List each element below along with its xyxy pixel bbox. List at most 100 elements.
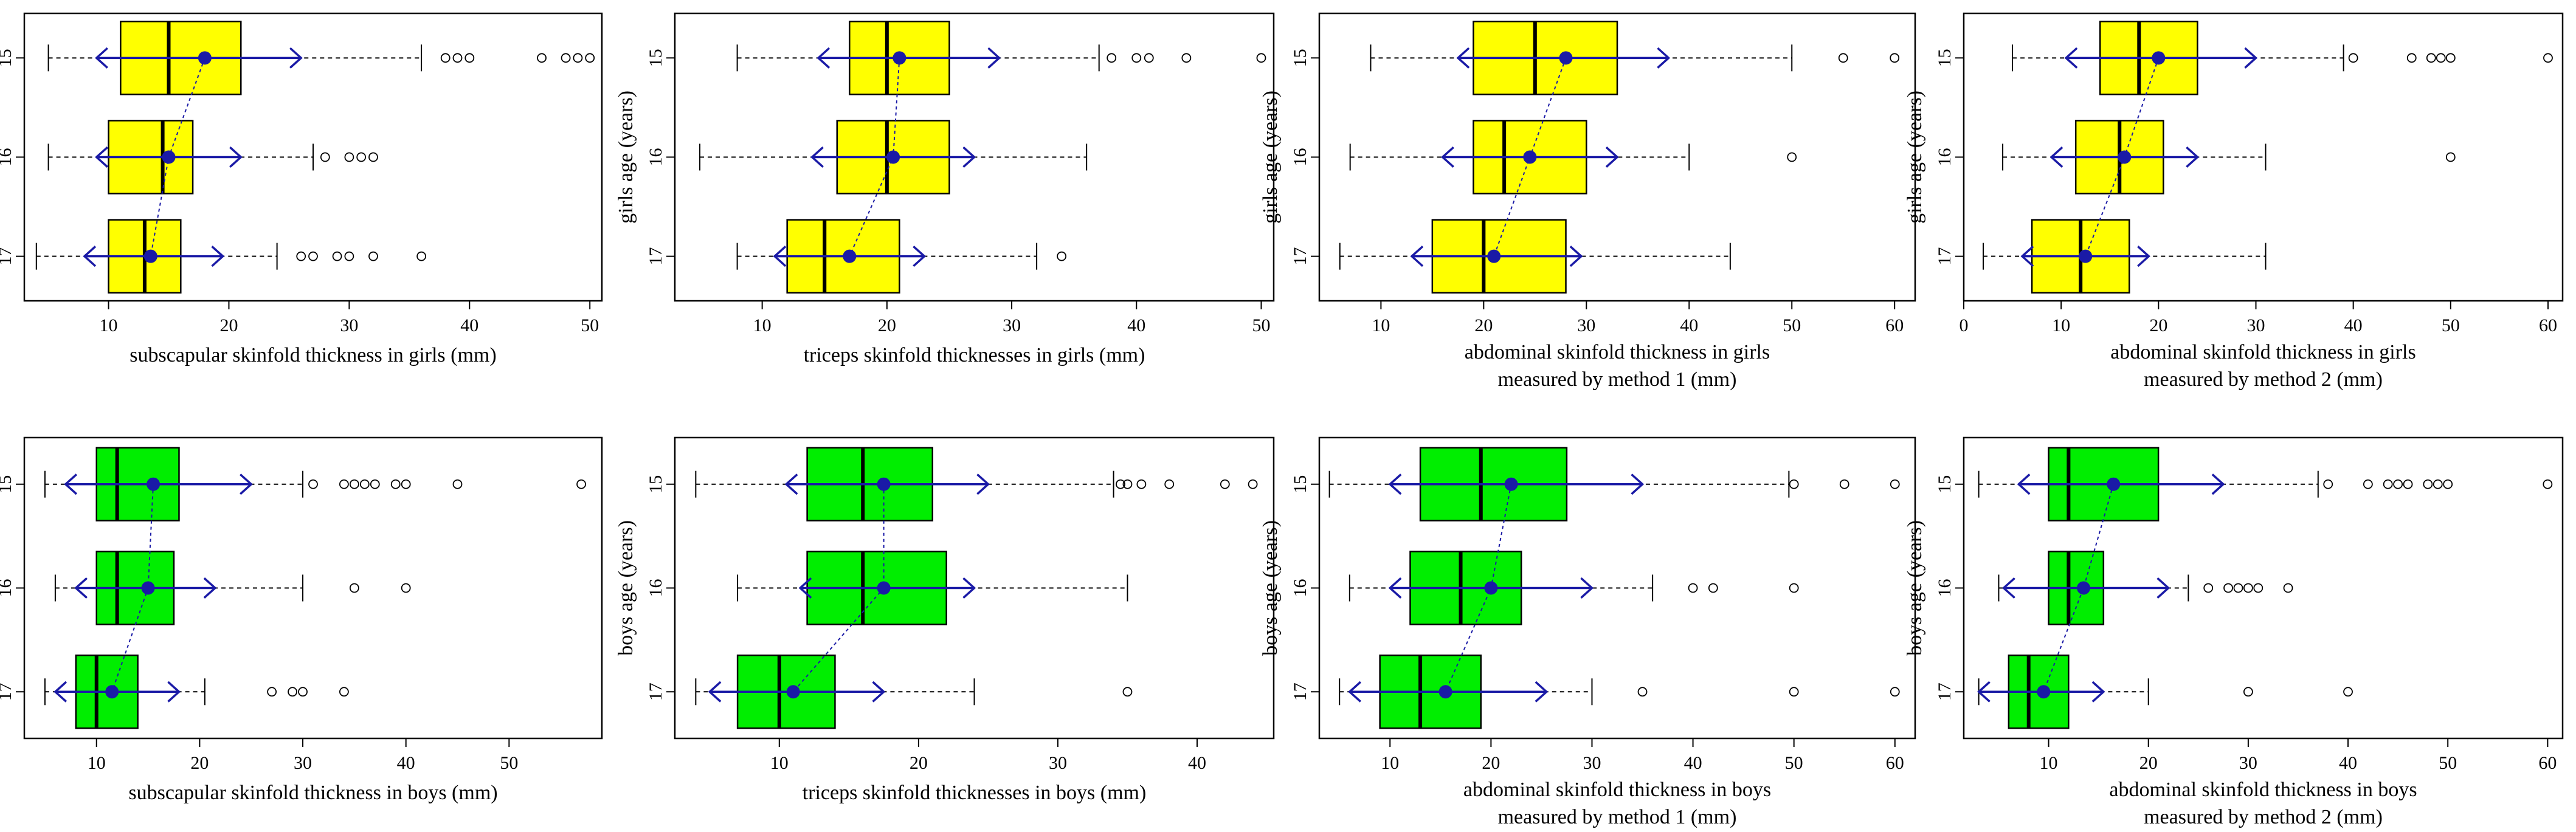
outlier-point <box>308 251 318 261</box>
outlier-point <box>2445 53 2456 63</box>
y-axis-title: girls age (years) <box>1259 91 1282 224</box>
mean-point <box>786 685 800 699</box>
sd-arrow-low <box>2020 246 2034 267</box>
outlier-point <box>370 479 380 489</box>
y-tick-label: 17 <box>646 682 666 701</box>
x-tick-label: 40 <box>460 315 478 335</box>
outlier-point <box>1181 53 1192 63</box>
sd-arrow-low <box>1410 246 1424 267</box>
outlier-point <box>1057 251 1067 261</box>
mean-point <box>143 249 157 263</box>
outlier-point <box>2253 583 2263 593</box>
sd-arrow-high <box>2137 246 2150 267</box>
x-tick-label: 20 <box>219 315 238 335</box>
sd-arrow-low <box>817 47 830 69</box>
sd-arrow-low <box>1977 681 1991 703</box>
outlier-point <box>1890 479 1900 489</box>
sd-arrow-low <box>773 246 787 267</box>
box-group-15 <box>736 21 1266 95</box>
outlier-point <box>464 53 475 63</box>
box-group-17 <box>1339 655 1900 729</box>
outlier-point <box>452 479 463 489</box>
outlier-point <box>1688 583 1698 593</box>
x-tick-label: 10 <box>1381 753 1399 773</box>
outlier-point <box>416 251 427 261</box>
sd-arrow-low <box>54 681 67 703</box>
mean-trend-line <box>1445 484 1512 692</box>
outlier-point <box>344 152 354 162</box>
outlier-point <box>585 53 595 63</box>
x-tick-label: 30 <box>1003 315 1021 335</box>
x-tick-label: 30 <box>1577 315 1595 335</box>
outlier-point <box>349 583 359 593</box>
y-tick-label: 16 <box>646 579 666 597</box>
box-group-17 <box>695 655 1133 729</box>
box-group-15 <box>695 447 1258 521</box>
outlier-point <box>267 687 277 697</box>
outlier-point <box>339 479 349 489</box>
box-group-16 <box>1349 120 1797 194</box>
sd-arrow-low <box>2017 473 2031 495</box>
chart-panel: 10 20 30 40 50 60 15 16 17 abdominal skinfold thi… <box>1904 436 2564 828</box>
y-tick-label: 16 <box>1935 148 1955 167</box>
sd-arrow-low <box>708 681 722 703</box>
sd-arrow-high <box>2211 473 2225 495</box>
sd-arrow-high <box>962 146 976 168</box>
sd-arrow-high <box>1580 577 1594 599</box>
sd-arrow-low <box>95 146 108 168</box>
x-tick-label: 10 <box>1372 315 1390 335</box>
outlier-point <box>1789 687 1799 697</box>
x-axis-title-line2: measured by method 1 (mm) <box>1498 368 1737 391</box>
outlier-point <box>1107 53 1117 63</box>
sd-arrow-high <box>240 473 253 495</box>
outlier-point <box>368 152 378 162</box>
y-tick-label: 15 <box>1935 475 1955 493</box>
sd-arrow-high <box>2244 47 2258 69</box>
x-tick-label: 30 <box>340 315 358 335</box>
x-axis-title-line2: measured by method 1 (mm) <box>1498 806 1737 828</box>
outlier-point <box>2436 53 2446 63</box>
outlier-point <box>2403 479 2413 489</box>
x-tick-label: 40 <box>1680 315 1698 335</box>
x-tick-label: 30 <box>294 753 312 773</box>
box-group-16 <box>47 120 378 194</box>
box-group-17 <box>44 655 349 729</box>
mean-trend-line <box>849 58 900 257</box>
outlier-point <box>1164 479 1175 489</box>
outlier-point <box>537 53 547 63</box>
sd-arrow-low <box>784 473 798 495</box>
chart-panel: 10 20 30 40 15 16 17 triceps skinfold thickness… <box>615 436 1275 804</box>
outlier-point <box>2543 53 2553 63</box>
y-tick-label: 15 <box>0 49 15 67</box>
outlier-point <box>296 251 306 261</box>
sd-arrow-low <box>798 577 812 599</box>
x-tick-label: 10 <box>100 315 118 335</box>
mean-point <box>1487 249 1501 263</box>
outlier-point <box>1248 479 1258 489</box>
x-tick-label: 60 <box>1886 753 1904 773</box>
x-tick-label: 10 <box>88 753 106 773</box>
outlier-point <box>332 251 342 261</box>
x-axis-title: abdominal skinfold thickness in girls <box>2110 341 2415 363</box>
sd-arrow-low <box>2002 577 2015 599</box>
y-tick-label: 16 <box>1290 148 1310 167</box>
sd-arrow-high <box>203 577 217 599</box>
mean-point <box>147 477 161 491</box>
sd-arrow-high <box>211 246 225 267</box>
x-tick-label: 30 <box>2239 753 2257 773</box>
x-tick-label: 50 <box>1785 753 1803 773</box>
box-group-15 <box>44 447 586 521</box>
sd-arrow-high <box>872 681 886 703</box>
y-tick-label: 17 <box>0 247 15 266</box>
outlier-point <box>1890 687 1900 697</box>
x-tick-label: 50 <box>1783 315 1801 335</box>
box-group-15 <box>1370 21 1900 95</box>
y-axis-title: girls age (years) <box>1904 91 1926 224</box>
x-tick-label: 50 <box>2439 753 2457 773</box>
outlier-point <box>288 687 297 697</box>
outlier-point <box>1136 479 1147 489</box>
sd-arrow-high <box>2091 681 2105 703</box>
outlier-point <box>2203 583 2214 593</box>
outlier-point <box>339 687 349 697</box>
